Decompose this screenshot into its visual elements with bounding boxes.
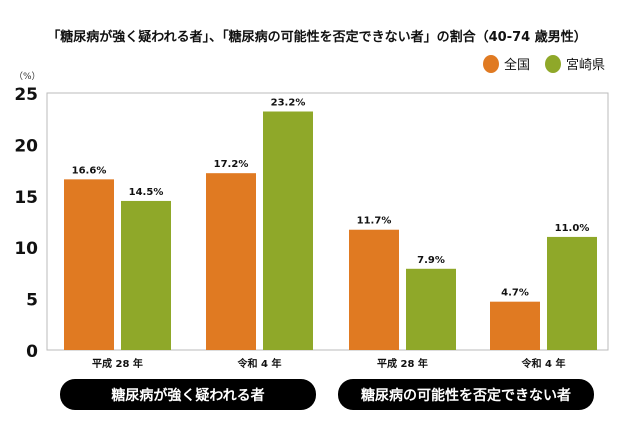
y-tick-label: 25 bbox=[14, 85, 38, 105]
y-tick-label: 5 bbox=[26, 291, 38, 311]
chart-title: 「糖尿病が強く疑われる者」、「糖尿病の可能性を否定できない者」の割合（40-74… bbox=[47, 29, 586, 45]
bar-miyazaki bbox=[121, 200, 171, 350]
y-tick-label: 10 bbox=[14, 239, 38, 259]
legend: 全国 宮崎県 bbox=[483, 55, 605, 73]
data-label: 11.7% bbox=[357, 216, 392, 227]
data-label: 7.9% bbox=[417, 255, 445, 266]
legend-label-miyazaki: 宮崎県 bbox=[566, 57, 605, 73]
group-label-possible-text: 糖尿病の可能性を否定できない者 bbox=[361, 387, 571, 404]
group-label-definite-text: 糖尿病が強く疑われる者 bbox=[111, 387, 264, 404]
bar-miyazaki bbox=[406, 268, 456, 350]
data-label: 16.6% bbox=[72, 165, 107, 176]
x-tick-label: 平成 28 年 bbox=[92, 357, 143, 370]
x-tick-label: 平成 28 年 bbox=[377, 357, 428, 370]
y-tick-label: 0 bbox=[26, 342, 38, 362]
x-tick-label: 令和 4 年 bbox=[521, 357, 566, 370]
x-tick-label: 令和 4 年 bbox=[237, 357, 282, 370]
legend-swatch-miyazaki bbox=[545, 55, 561, 73]
bar-national bbox=[206, 173, 256, 350]
data-label: 4.7% bbox=[501, 288, 529, 299]
bar-miyazaki bbox=[547, 236, 597, 350]
bar-national bbox=[64, 179, 114, 350]
data-label: 14.5% bbox=[129, 187, 164, 198]
data-label: 23.2% bbox=[271, 98, 306, 109]
legend-swatch-national bbox=[483, 55, 499, 73]
bar-miyazaki bbox=[263, 111, 313, 350]
bar-national bbox=[490, 301, 540, 350]
data-label: 17.2% bbox=[214, 159, 249, 170]
plot-area bbox=[46, 92, 609, 351]
group-label-definite: 糖尿病が強く疑われる者 bbox=[60, 379, 316, 410]
y-axis-unit: （%） bbox=[14, 71, 41, 82]
y-tick-label: 15 bbox=[14, 188, 38, 208]
y-tick-label: 20 bbox=[14, 136, 38, 156]
data-label: 11.0% bbox=[555, 223, 590, 234]
group-label-possible: 糖尿病の可能性を否定できない者 bbox=[338, 379, 594, 410]
legend-label-national: 全国 bbox=[504, 57, 530, 73]
bar-national bbox=[349, 229, 399, 350]
